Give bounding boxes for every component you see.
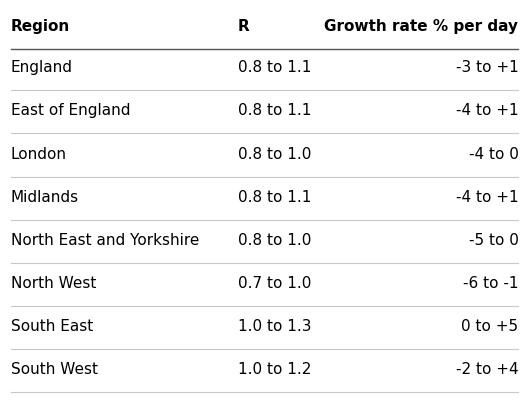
Text: 0.8 to 1.0: 0.8 to 1.0: [238, 147, 312, 162]
Text: -4 to +1: -4 to +1: [456, 104, 518, 118]
Text: Region: Region: [11, 19, 70, 34]
Text: 0 to +5: 0 to +5: [461, 319, 518, 334]
Text: -4 to +1: -4 to +1: [456, 190, 518, 205]
Text: 0.7 to 1.0: 0.7 to 1.0: [238, 276, 312, 291]
Text: South East: South East: [11, 319, 93, 334]
Text: -2 to +4: -2 to +4: [456, 363, 518, 377]
Text: East of England: East of England: [11, 104, 130, 118]
Text: 0.8 to 1.0: 0.8 to 1.0: [238, 233, 312, 248]
Text: 0.8 to 1.1: 0.8 to 1.1: [238, 104, 312, 118]
Text: -5 to 0: -5 to 0: [469, 233, 518, 248]
Text: Midlands: Midlands: [11, 190, 79, 205]
Text: -4 to 0: -4 to 0: [469, 147, 518, 162]
Text: 1.0 to 1.3: 1.0 to 1.3: [238, 319, 312, 334]
Text: 0.8 to 1.1: 0.8 to 1.1: [238, 60, 312, 75]
Text: Growth rate % per day: Growth rate % per day: [324, 19, 518, 34]
Text: R: R: [238, 19, 250, 34]
Text: South West: South West: [11, 363, 97, 377]
Text: -6 to -1: -6 to -1: [463, 276, 518, 291]
Text: North West: North West: [11, 276, 96, 291]
Text: England: England: [11, 60, 72, 75]
Text: 0.8 to 1.1: 0.8 to 1.1: [238, 190, 312, 205]
Text: 1.0 to 1.2: 1.0 to 1.2: [238, 363, 312, 377]
Text: North East and Yorkshire: North East and Yorkshire: [11, 233, 199, 248]
Text: London: London: [11, 147, 67, 162]
Text: -3 to +1: -3 to +1: [455, 60, 518, 75]
